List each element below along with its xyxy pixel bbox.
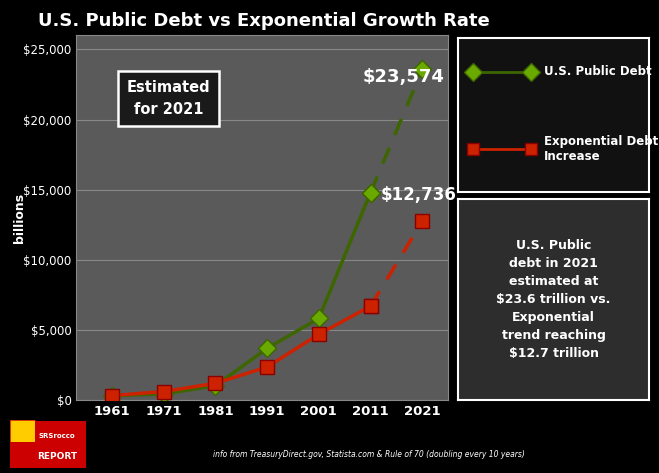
Text: U.S. Public
debt in 2021
estimated at
$23.6 trillion vs.
Exponential
trend reach: U.S. Public debt in 2021 estimated at $2… xyxy=(496,239,611,359)
Text: Estimated
for 2021: Estimated for 2021 xyxy=(127,80,211,117)
Text: U.S. Public Debt vs Exponential Growth Rate: U.S. Public Debt vs Exponential Growth R… xyxy=(38,12,490,30)
Y-axis label: billions: billions xyxy=(13,193,26,243)
Text: $12,736: $12,736 xyxy=(381,185,457,203)
Text: U.S. Public Debt: U.S. Public Debt xyxy=(544,65,652,78)
Text: REPORT: REPORT xyxy=(37,452,77,461)
Text: Exponential Debt
Increase: Exponential Debt Increase xyxy=(544,134,658,163)
Text: $23,574: $23,574 xyxy=(363,69,445,87)
Text: info from TreasuryDirect.gov, Statista.com & Rule of 70 (doubling every 10 years: info from TreasuryDirect.gov, Statista.c… xyxy=(213,449,525,459)
Text: SRSrocco: SRSrocco xyxy=(39,433,75,439)
